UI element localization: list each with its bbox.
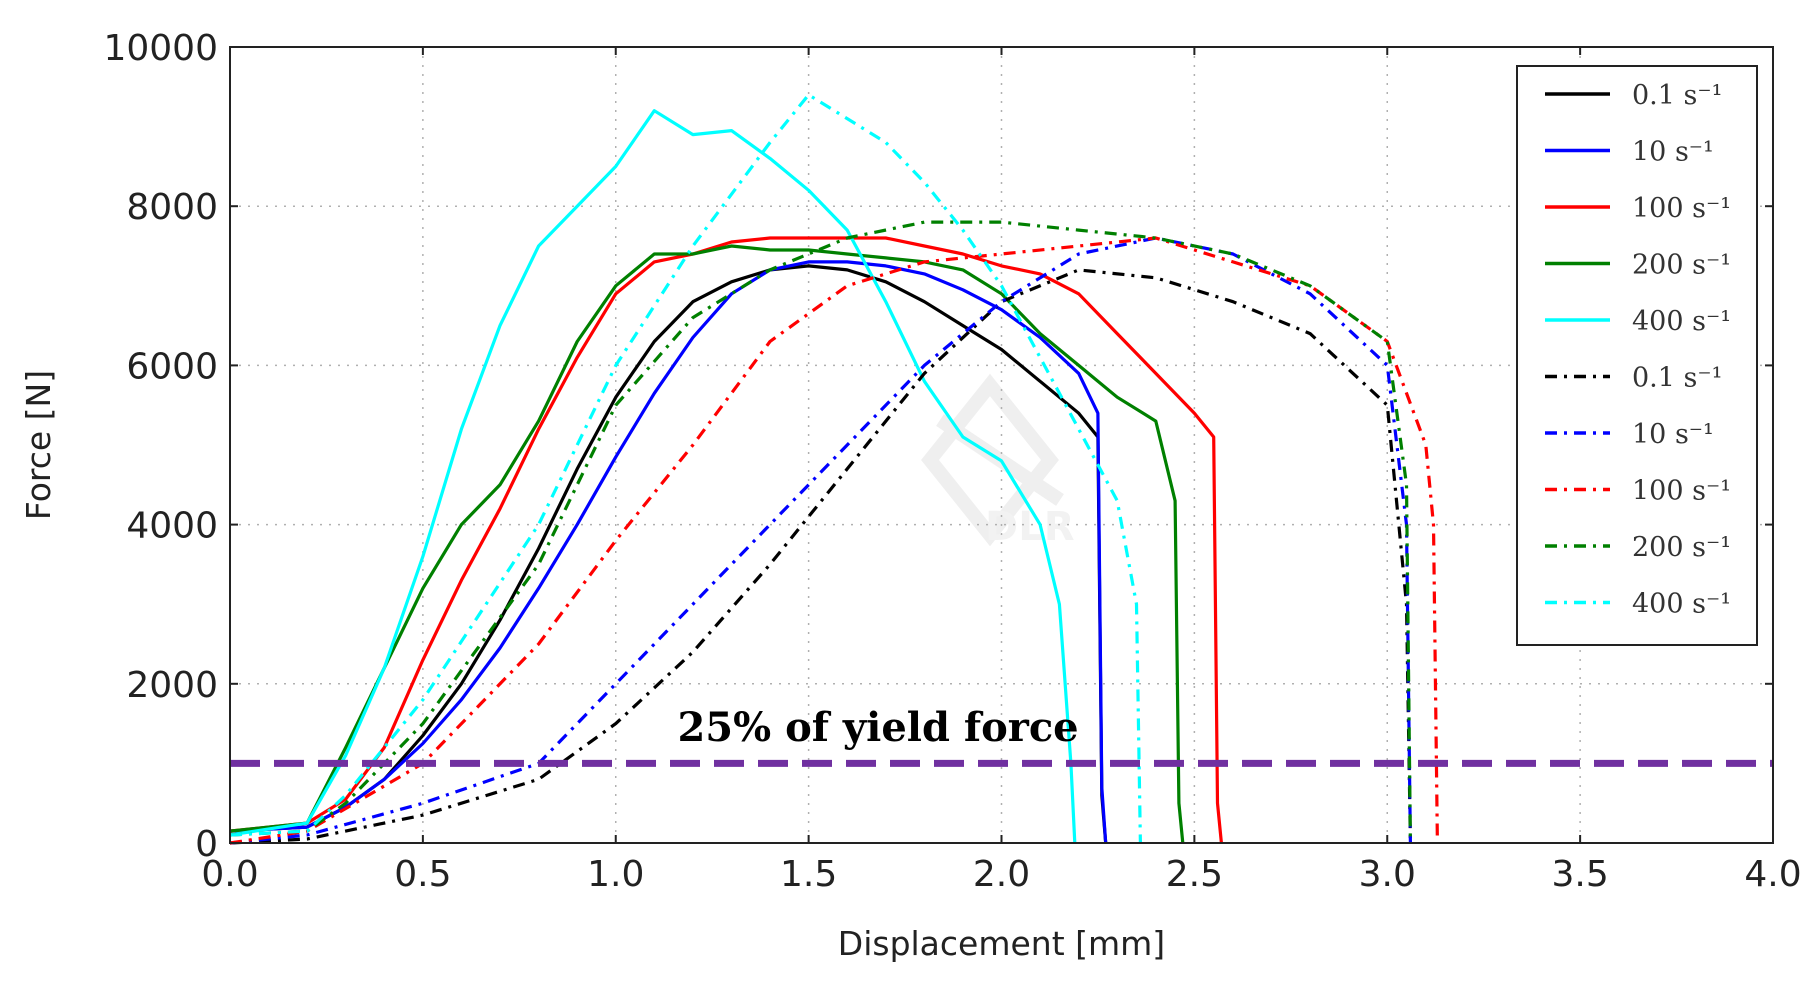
y-tick-label: 0 [195,824,218,865]
x-tick-label: 0.0 [201,854,258,895]
x-tick-label: 2.0 [973,854,1030,895]
x-tick-label: 4.0 [1744,854,1801,895]
y-axis-label: Force [N] [19,370,58,520]
y-tick-label: 10000 [103,28,218,69]
series-line-9 [229,220,1412,844]
legend-label: 400 s⁻¹ [1632,589,1731,620]
legend-box [1516,65,1758,646]
x-tick-label: 0.5 [394,854,451,895]
legend: 0.1 s⁻¹ 10 s⁻¹ 100 s⁻¹ 200 s⁻¹ 400 s⁻¹ 0.1 s⁻… [1516,65,1758,646]
y-tick-label: 2000 [126,665,218,706]
legend-label: 100 s⁻¹ [1632,476,1731,507]
x-tick-label: 3.5 [1551,854,1608,895]
legend-label: 10 s⁻¹ [1632,137,1714,168]
series-line-4 [229,244,1185,844]
legend-label: 100 s⁻¹ [1632,193,1731,224]
x-tick-label: 3.0 [1359,854,1416,895]
x-tick-label: 2.5 [1166,854,1223,895]
series-line-6 [229,268,1412,845]
y-tick-label: 4000 [126,506,218,547]
series-line-1 [229,264,1108,844]
x-tick-label: 1.0 [587,854,644,895]
legend-label: 400 s⁻¹ [1632,306,1731,337]
y-tick-label: 6000 [126,346,218,387]
legend-label: 0.1 s⁻¹ [1632,363,1722,394]
series-line-10 [229,93,1142,844]
series-lines [229,93,1439,845]
axis-ticks: 0.0 0.5 1.0 1.5 2.0 2.5 3.0 3.5 4.0 0 2000 4000 6000… [103,28,1801,895]
legend-label: 10 s⁻¹ [1632,419,1714,450]
series-line-2 [229,260,1108,844]
legend-label: 200 s⁻¹ [1632,250,1731,281]
yield-force-annotation: 25% of yield force [677,704,1078,751]
watermark-label: DLR [985,504,1075,550]
series-line-3 [229,236,1223,844]
x-axis-label: Displacement [mm] [838,924,1165,963]
legend-label: 200 s⁻¹ [1632,532,1731,563]
series-line-7 [229,236,1412,845]
series-line-8 [229,236,1439,845]
legend-label: 0.1 s⁻¹ [1632,80,1722,111]
y-tick-label: 8000 [126,187,218,228]
x-tick-label: 1.5 [780,854,837,895]
series-line-5 [229,109,1077,844]
